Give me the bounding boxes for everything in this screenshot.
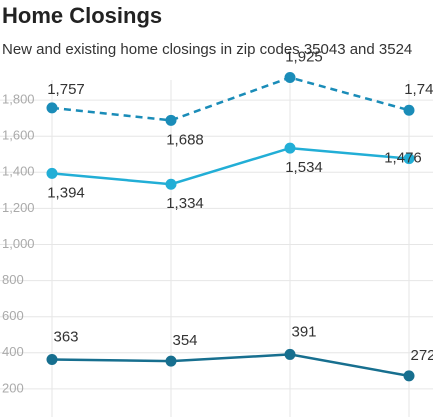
y-tick-label: 1,600 — [2, 128, 35, 143]
point — [46, 102, 58, 114]
data-label: 1,744 — [404, 81, 433, 98]
y-tick-label: 600 — [2, 308, 24, 323]
data-label: 1,688 — [166, 131, 204, 148]
data-label: 1,925 — [285, 49, 323, 66]
point — [403, 370, 415, 382]
point — [165, 355, 177, 367]
chart-subtitle: New and existing home closings in zip co… — [2, 41, 412, 58]
point — [165, 114, 177, 126]
y-tick-label: 200 — [2, 380, 24, 395]
data-label: 354 — [172, 332, 197, 349]
data-label: 391 — [291, 323, 316, 340]
data-label: 1,334 — [166, 195, 204, 212]
line — [51, 146, 410, 186]
y-tick-label: 800 — [2, 272, 24, 287]
data-label: 272 — [410, 347, 433, 364]
data-label: 1,757 — [47, 81, 85, 98]
y-tick-label: 1,800 — [2, 92, 35, 107]
point — [46, 353, 58, 365]
y-tick-label: 1,000 — [2, 236, 35, 251]
point — [403, 153, 415, 165]
data-label: 363 — [53, 328, 78, 345]
data-label: 1,476 — [384, 150, 422, 167]
point — [284, 142, 296, 154]
chart-title: Home Closings — [2, 3, 162, 28]
line — [51, 76, 410, 122]
y-tick-label: 1,400 — [2, 164, 35, 179]
data-label: 1,534 — [285, 159, 323, 176]
point — [46, 167, 58, 179]
point — [403, 104, 415, 116]
point — [165, 178, 177, 190]
data-label: 1,394 — [47, 184, 85, 201]
point — [284, 72, 296, 84]
y-tick-label: 1,200 — [2, 200, 35, 215]
line — [51, 353, 410, 378]
point — [284, 348, 296, 360]
y-tick-label: 400 — [2, 344, 24, 359]
